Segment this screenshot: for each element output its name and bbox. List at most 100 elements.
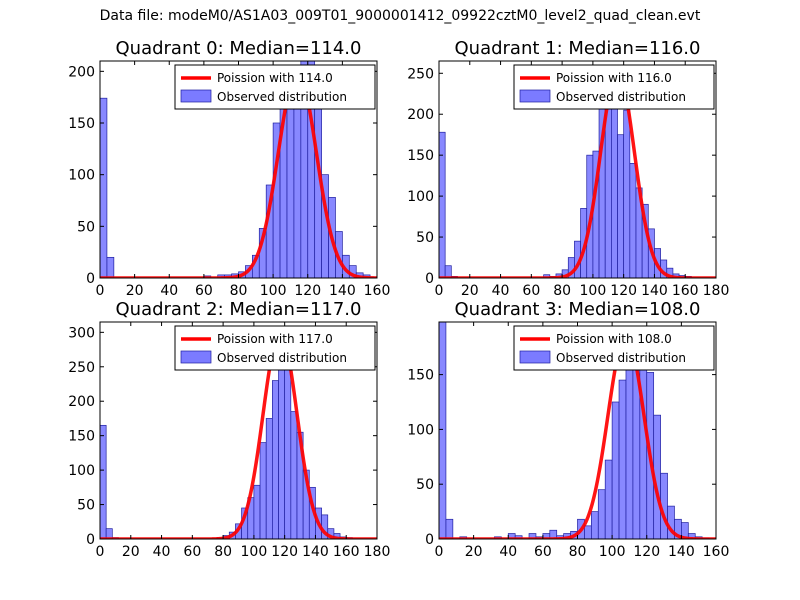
x-tick-label: 20 (461, 283, 479, 299)
x-tick-label: 160 (703, 544, 730, 560)
histogram-bar (597, 489, 606, 539)
poisson-curve (100, 330, 377, 539)
x-tick-label: 140 (329, 283, 356, 299)
legend-label-observed: Observed distribution (556, 90, 686, 104)
y-tick-label: 200 (68, 64, 95, 80)
x-tick-label: 120 (271, 544, 298, 560)
histogram-bar (604, 459, 613, 539)
histogram-bar (625, 341, 634, 539)
x-tick-label: 40 (153, 544, 171, 560)
legend: Poission with 108.0 Observed distribution (513, 325, 715, 371)
y-tick-label: 200 (407, 107, 434, 123)
poisson-curve (439, 69, 716, 278)
y-tick-label: 100 (407, 422, 434, 438)
x-tick-label: 100 (599, 544, 626, 560)
histogram-bar (100, 424, 107, 539)
x-tick-label: 60 (534, 544, 552, 560)
y-tick-label: 0 (425, 532, 434, 548)
legend-bar-swatch (519, 89, 551, 103)
legend-label-poisson: Poission with 108.0 (556, 332, 672, 346)
histogram-bar (272, 380, 279, 539)
y-tick-label: 100 (68, 463, 95, 479)
histogram-bar (590, 511, 599, 539)
x-tick-label: 140 (668, 544, 695, 560)
x-tick-label: 20 (465, 544, 483, 560)
histogram-bar (265, 418, 273, 539)
x-tick-label: 140 (641, 283, 668, 299)
histogram-bar (439, 322, 447, 539)
legend-bar-swatch (180, 89, 212, 103)
poisson-curve (439, 333, 716, 539)
histogram-bar (259, 442, 267, 539)
legend-bar-swatch (519, 350, 551, 364)
x-tick-label: 40 (160, 283, 178, 299)
quadrant-1-panel: 0 20 40 60 80 100 120 140 160 180050100150200250Q… (407, 38, 729, 299)
histogram-bar (618, 379, 627, 539)
panel-title: Quadrant 3: Median=108.0 (455, 299, 701, 320)
y-tick-label: 300 (68, 325, 95, 341)
figure-title: Data file: modeM0/AS1A03_009T01_90000014… (99, 8, 701, 24)
x-tick-label: 100 (260, 283, 287, 299)
y-tick-label: 0 (425, 271, 434, 287)
x-tick-label: 20 (126, 283, 144, 299)
y-tick-label: 150 (407, 148, 434, 164)
histogram-bar (617, 134, 625, 278)
y-tick-label: 50 (77, 219, 95, 235)
histogram-bar (253, 484, 261, 539)
quadrant-3-panel: 0 20 40 60 80 100 120 140 160 0 50 100 150 Quadrant 3… (407, 299, 729, 560)
histogram-bar (611, 401, 620, 539)
x-tick-label: 0 (96, 544, 105, 560)
histogram-bar (439, 131, 446, 278)
legend-label-observed: Observed distribution (556, 351, 686, 365)
histogram-bar (528, 533, 537, 539)
legend-bar-swatch (180, 350, 212, 364)
panel-title: Quadrant 2: Median=117.0 (116, 299, 362, 320)
legend-label-poisson: Poission with 117.0 (217, 332, 333, 346)
y-tick-label: 250 (407, 66, 434, 82)
histogram-bar (445, 518, 454, 539)
histogram-bar (100, 97, 108, 278)
x-tick-label: 80 (553, 283, 571, 299)
x-tick-label: 20 (122, 544, 140, 560)
x-tick-label: 160 (364, 283, 391, 299)
x-tick-label: 0 (96, 283, 105, 299)
x-tick-label: 100 (580, 283, 607, 299)
plot-frame (99, 321, 378, 540)
y-tick-label: 150 (68, 429, 95, 445)
histogram-bar (629, 163, 637, 278)
histogram-bar (687, 533, 696, 539)
x-tick-label: 60 (183, 544, 201, 560)
quadrant-2-panel: 0 20 40 60 80 100 120 140 160 1800501001502002503… (68, 299, 390, 560)
y-tick-label: 150 (407, 368, 434, 384)
histogram-bar (106, 256, 115, 278)
quadrant-0-panel: 0 20 40 60 80 100 120 140 160 0 50 100 150 200 Quadran… (68, 38, 390, 299)
x-tick-label: 140 (302, 544, 329, 560)
x-tick-label: 100 (241, 544, 268, 560)
legend-label-poisson: Poission with 116.0 (556, 71, 672, 85)
histogram-bar (611, 89, 618, 278)
legend: Poission with 117.0 Observed distribution (174, 325, 376, 371)
x-tick-label: 120 (294, 283, 321, 299)
plot-frame (438, 60, 717, 279)
x-tick-label: 160 (333, 544, 360, 560)
legend-label-observed: Observed distribution (217, 351, 347, 365)
x-tick-label: 60 (195, 283, 213, 299)
legend-label-poisson: Poission with 114.0 (217, 71, 333, 85)
panel-title: Quadrant 1: Median=116.0 (455, 38, 701, 59)
x-tick-label: 0 (435, 544, 444, 560)
histogram-bar (584, 525, 592, 539)
histogram-bar (623, 109, 631, 278)
y-tick-label: 150 (68, 116, 95, 132)
x-tick-label: 80 (230, 283, 248, 299)
histogram-bar (290, 411, 298, 539)
x-tick-label: 80 (569, 544, 587, 560)
y-tick-label: 200 (68, 394, 95, 410)
x-tick-label: 180 (364, 544, 391, 560)
x-tick-label: 40 (492, 283, 510, 299)
x-tick-label: 60 (522, 283, 540, 299)
x-tick-label: 160 (672, 283, 699, 299)
histogram-bar (105, 528, 113, 539)
x-tick-label: 120 (610, 283, 637, 299)
y-tick-label: 0 (86, 532, 95, 548)
